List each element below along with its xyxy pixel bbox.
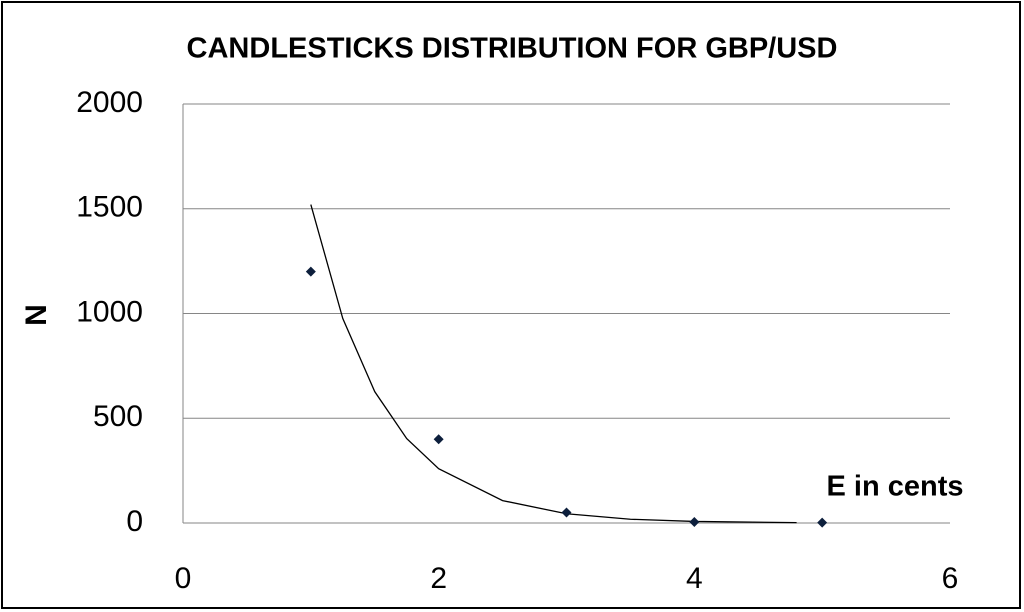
y-tick-label: 500 xyxy=(93,400,143,433)
data-point xyxy=(433,434,444,445)
x-tick-label: 6 xyxy=(942,562,959,595)
y-tick-label: 1500 xyxy=(76,191,143,224)
y-tick-label: 1000 xyxy=(76,295,143,328)
annotation: E in cents xyxy=(827,471,964,503)
y-tick-label: 2000 xyxy=(76,86,143,119)
x-tick-label: 4 xyxy=(686,562,703,595)
x-tick-label: 0 xyxy=(175,562,192,595)
trendline xyxy=(310,204,797,524)
data-point xyxy=(305,266,316,277)
data-point xyxy=(689,516,700,527)
data-point xyxy=(561,507,572,518)
y-axis-label: N xyxy=(20,304,53,326)
x-tick-label: 2 xyxy=(430,562,447,595)
data-point xyxy=(817,517,828,528)
chart-title: CANDLESTICKS DISTRIBUTION FOR GBP/USD xyxy=(187,33,838,65)
y-tick-label: 0 xyxy=(126,505,143,538)
